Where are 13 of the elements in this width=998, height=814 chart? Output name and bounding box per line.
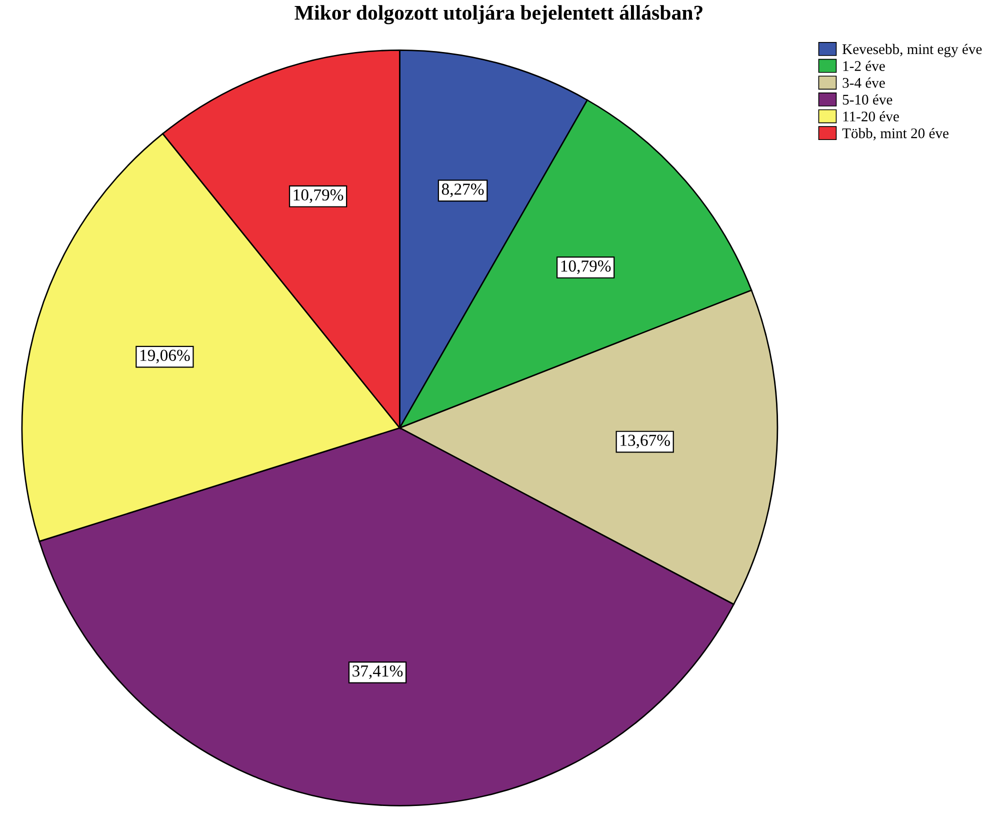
legend-label: Kevesebb, mint egy éve [842, 44, 982, 58]
data-label: 19,06% [140, 350, 190, 364]
legend-label: 5-10 éve [842, 94, 892, 105]
legend-label: 11-20 éve [843, 111, 899, 122]
legend-label: Több, mint 20 éve [842, 128, 948, 140]
legend-label: 1-2 éve [843, 60, 885, 71]
data-label: 10,79% [561, 260, 611, 274]
data-label: 13,67% [620, 434, 670, 448]
data-label: 8,27% [442, 184, 484, 198]
data-label: 10,79% [294, 189, 344, 203]
chart-title: Mikor dolgozott utoljára bejelentett állásban? [294, 5, 702, 24]
legend-label: 3-4 éve [842, 78, 885, 88]
data-label: 37,41% [352, 665, 403, 680]
